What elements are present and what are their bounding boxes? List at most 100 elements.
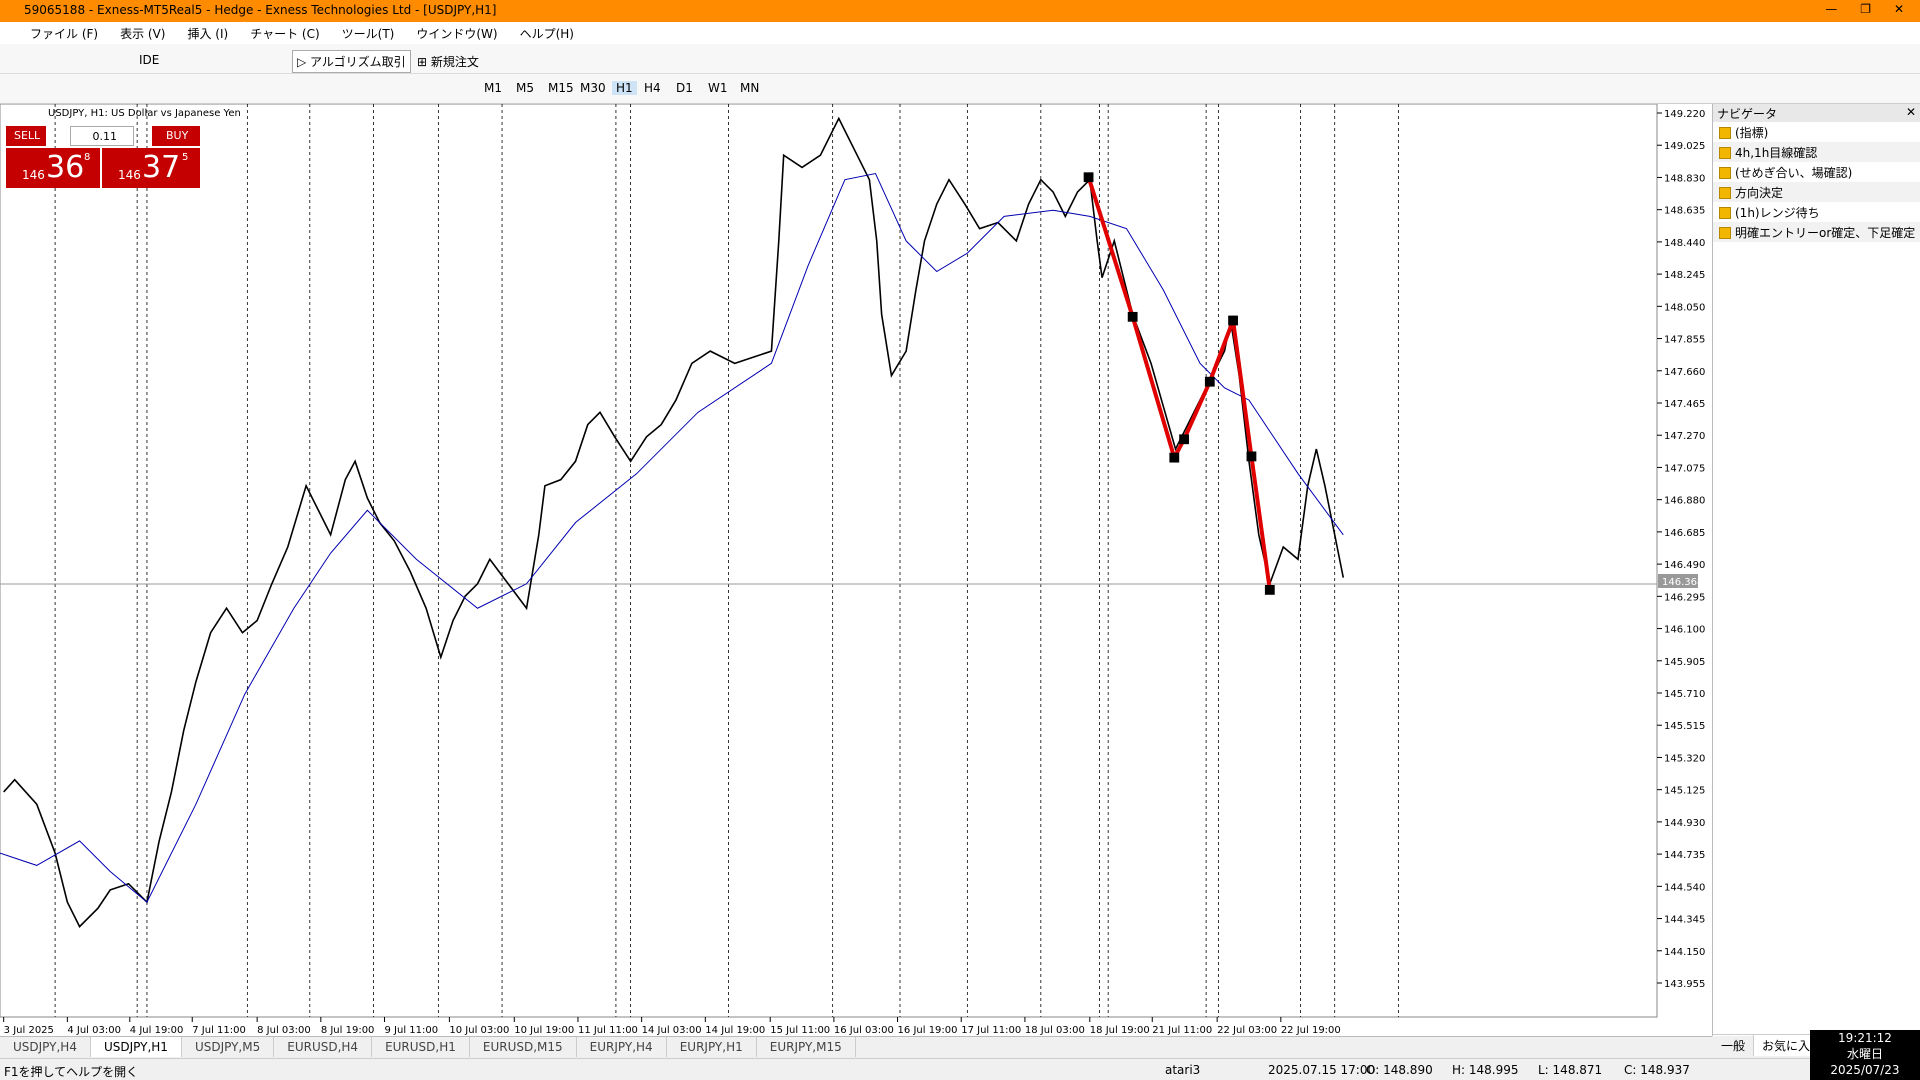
title-bar: 59065188 - Exness-MT5Real5 - Hedge - Exn… [0, 0, 1920, 22]
menu-bar: ファイル (F) 表示 (V) 挿入 (I) チャート (C) ツール(T) ウインドウ(… [0, 22, 1920, 44]
status-time: 2025.07.15 17:00 [1268, 1063, 1376, 1077]
order-button[interactable]: ⊞ 新規注文 [417, 55, 479, 69]
chart-tab[interactable]: EURJPY,H1 [667, 1037, 757, 1057]
zigzag-line [1089, 177, 1270, 590]
price-drawing [0, 118, 1343, 926]
time-tick-label: 8 Jul 19:00 [321, 1025, 375, 1036]
clock-day: 水曜日 [1846, 1047, 1883, 1061]
timeframe-button[interactable]: M30 [580, 81, 606, 95]
window-title: 59065188 - Exness-MT5Real5 - Hedge - Exn… [24, 3, 497, 17]
plot-area [0, 103, 1658, 1018]
status-high: H: 148.995 [1452, 1063, 1519, 1077]
zigzag-points [1083, 172, 1275, 595]
moving-average [0, 174, 1343, 903]
chart-canvas: 146.368 USDJPY, H1: US Dollar vs Japanes… [0, 103, 1705, 1036]
chart-tab[interactable]: USDJPY,H1 [90, 1037, 182, 1057]
chart-tab[interactable]: EURJPY,H4 [577, 1037, 667, 1057]
time-tick-label: 17 Jul 11:00 [961, 1025, 1021, 1036]
timeframe-button[interactable]: H1 [612, 81, 637, 95]
menu-item[interactable]: ツール(T) [341, 27, 395, 41]
price-tick-label: 145.710 [1664, 689, 1705, 700]
menu-item[interactable]: ヘルプ(H) [519, 27, 574, 41]
lot-input[interactable]: 0.11 [70, 126, 134, 146]
price-tick-label: 144.150 [1664, 947, 1705, 958]
timeframe-button[interactable]: D1 [676, 81, 693, 95]
timeframe-button[interactable]: M1 [484, 81, 502, 95]
order-label: 新規注文 [430, 55, 479, 69]
time-tick-label: 10 Jul 19:00 [514, 1025, 574, 1036]
buy-button[interactable]: BUY [152, 126, 200, 146]
price-tick-label: 148.440 [1664, 238, 1705, 249]
time-tick-label: 14 Jul 03:00 [642, 1025, 702, 1036]
chart-tab[interactable]: EURUSD,M15 [470, 1037, 577, 1057]
clock-time: 19:21:12 [1838, 1031, 1892, 1045]
timeframe-button[interactable]: M15 [548, 81, 574, 95]
sell-button[interactable]: SELL [6, 126, 46, 146]
price-path [4, 118, 1344, 926]
price-tick-label: 146.295 [1664, 592, 1705, 603]
current-price-box [1658, 574, 1698, 588]
menu-item[interactable]: ウインドウ(W) [416, 27, 498, 41]
price-tick-label: 143.955 [1664, 979, 1705, 990]
navigator-item[interactable]: 4h,1h目線確認 [1713, 142, 1920, 162]
price-tick-label: 144.540 [1664, 882, 1705, 893]
buy-big: 146 [118, 168, 141, 182]
navigator-item[interactable]: 明確エントリーor確定、下足確定 [1713, 222, 1920, 242]
navigator-item[interactable]: (指標) [1713, 122, 1920, 142]
algo-button[interactable]: ▷ アルゴリズム取引 [292, 50, 411, 73]
ide-button[interactable]: IDE [139, 53, 160, 67]
price-tick-label: 144.345 [1664, 915, 1705, 926]
current-price: 146.368 [1662, 577, 1703, 588]
price-tick-label: 149.025 [1664, 141, 1705, 152]
toolbar: IDE ▷ アルゴリズム取引 ⊞ 新規注文 [0, 44, 1920, 74]
chart-tab[interactable]: USDJPY,H4 [0, 1037, 91, 1057]
buy-mid: 37 [142, 150, 181, 185]
menu-item[interactable]: 表示 (V) [120, 27, 166, 41]
time-tick-label: 14 Jul 19:00 [705, 1025, 765, 1036]
navigator-item[interactable]: 方向決定 [1713, 182, 1920, 202]
chart-window: 146.368 USDJPY, H1: US Dollar vs Japanes… [0, 103, 1712, 1036]
status-open: O: 148.890 [1366, 1063, 1433, 1077]
time-tick-label: 16 Jul 03:00 [834, 1025, 894, 1036]
price-tick-label: 148.050 [1664, 302, 1705, 313]
time-tick-label: 22 Jul 19:00 [1281, 1025, 1341, 1036]
time-tick-label: 16 Jul 19:00 [898, 1025, 958, 1036]
menu-item[interactable]: 挿入 (I) [187, 27, 229, 41]
chart-tab[interactable]: USDJPY,M5 [182, 1037, 275, 1057]
time-tick-label: 10 Jul 03:00 [449, 1025, 509, 1036]
sell-price[interactable]: 146 36 8 [6, 148, 100, 188]
chart-tabs: USDJPY,H4 USDJPY,H1 USDJPY,M5 EURUSD,H4 EURU… [0, 1036, 1712, 1058]
buy-price[interactable]: 146 37 5 [102, 148, 200, 188]
navigator-tab[interactable]: お気に入 [1754, 1035, 1820, 1056]
timeframe-button[interactable]: H4 [644, 81, 661, 95]
algo-label: アルゴリズム取引 [310, 55, 406, 69]
timeframe-button[interactable]: M5 [516, 81, 534, 95]
time-tick-label: 4 Jul 19:00 [130, 1025, 184, 1036]
time-tick-label: 11 Jul 11:00 [578, 1025, 638, 1036]
price-tick-label: 149.220 [1664, 109, 1705, 120]
chart-tab[interactable]: EURUSD,H1 [372, 1037, 470, 1057]
navigator-item[interactable]: (1h)レンジ待ち [1713, 202, 1920, 222]
time-tick-label: 18 Jul 03:00 [1025, 1025, 1085, 1036]
price-tick-label: 146.490 [1664, 560, 1705, 571]
navigator-tab[interactable]: 一般 [1713, 1035, 1755, 1056]
window-controls[interactable]: — ❐ ✕ [1825, 2, 1904, 16]
navigator-items: (指標) 4h,1h目線確認 (せめぎ合い、場確認) 方向決定 (1h)レンジ待ち 明確エ… [1713, 122, 1920, 242]
price-tick-label: 145.905 [1664, 657, 1705, 668]
navigator-item[interactable]: (せめぎ合い、場確認) [1713, 162, 1920, 182]
navigator-title: ナビゲータ ✕ [1713, 104, 1920, 122]
price-tick-label: 148.635 [1664, 206, 1705, 217]
price-tick-label: 145.320 [1664, 753, 1705, 764]
menu-item[interactable]: ファイル (F) [30, 27, 99, 41]
timeframe-button[interactable]: MN [740, 81, 760, 95]
time-tick-label: 8 Jul 03:00 [257, 1025, 311, 1036]
sell-sup: 8 [84, 152, 91, 163]
menu-item[interactable]: チャート (C) [250, 27, 320, 41]
chart-tab[interactable]: EURJPY,M15 [757, 1037, 856, 1057]
status-bar: F1を押してヘルプを開く atari3 2025.07.15 17:00 O: … [0, 1058, 1920, 1080]
clock-date: 2025/07/23 [1830, 1063, 1900, 1077]
chart-tab[interactable]: EURUSD,H4 [274, 1037, 373, 1057]
navigator: ナビゲータ ✕ (指標) 4h,1h目線確認 (せめぎ合い、場確認) 方向決定 (1h)レ… [1712, 104, 1920, 1056]
timeframe-button[interactable]: W1 [708, 81, 728, 95]
time-tick-label: 3 Jul 2025 [4, 1025, 54, 1036]
